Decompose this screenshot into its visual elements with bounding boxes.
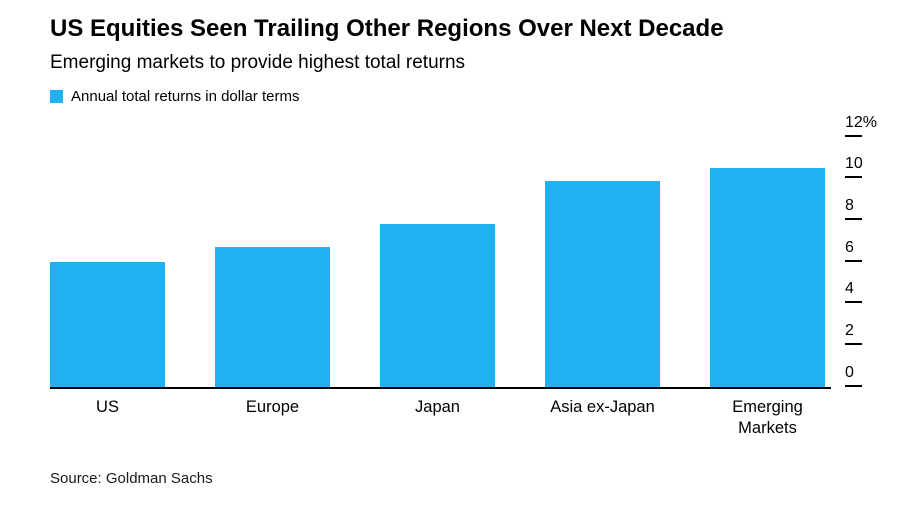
source-note: Source: Goldman Sachs [50,469,213,487]
tick-mark-icon [845,259,862,262]
chart-title: US Equities Seen Trailing Other Regions … [50,15,724,42]
tick-mark-icon [845,301,862,304]
y-axis-tick-label: 2 [845,322,854,340]
tick-mark-icon [845,384,862,387]
bar-japan [380,224,495,387]
y-axis-tick: 12% [845,113,878,137]
tick-mark-icon [845,343,862,346]
x-axis-label: Japan [415,397,460,416]
tick-mark-icon [845,176,862,179]
bar-us [50,261,165,387]
plot-area [50,137,831,389]
x-axis-label: Emerging Markets [732,397,803,438]
y-axis-tick: 4 [845,280,862,304]
tick-mark-icon [845,218,862,221]
y-axis-tick: 10 [845,155,863,179]
y-axis-tick-label: 0 [845,363,854,381]
chart-area: 12% 10 8 6 4 2 0 [50,114,877,389]
y-axis-tick: 0 [845,363,862,387]
legend-swatch-icon [50,89,63,103]
legend: Annual total returns in dollar terms [50,88,874,105]
bar-asia-ex-japan [545,180,660,387]
legend-label: Annual total returns in dollar terms [71,87,300,105]
y-axis-tick: 6 [845,238,862,262]
bar-europe [215,247,330,387]
chart-subtitle: Emerging markets to provide highest tota… [50,52,466,73]
y-axis-tick-label: 4 [845,280,854,298]
x-axis-label: Asia ex-Japan [550,397,655,416]
x-axis-labels: US Europe Japan Asia ex-Japan Emerging Marke… [50,397,825,440]
bars [50,137,825,387]
x-axis-label: US [96,397,119,416]
x-axis-label: Europe [245,397,300,416]
y-axis-tick-label: 8 [845,197,854,215]
y-axis-tick-label: 6 [845,238,854,256]
y-axis: 12% 10 8 6 4 2 0 [845,114,924,387]
tick-mark-icon [845,134,862,137]
bar-emerging-markets [710,168,825,387]
y-axis-tick: 8 [845,197,862,221]
x-axis-line [50,386,831,389]
y-axis-tick-label: 12% [845,113,878,131]
y-axis-tick: 2 [845,322,862,346]
y-axis-tick-label: 10 [845,155,863,173]
